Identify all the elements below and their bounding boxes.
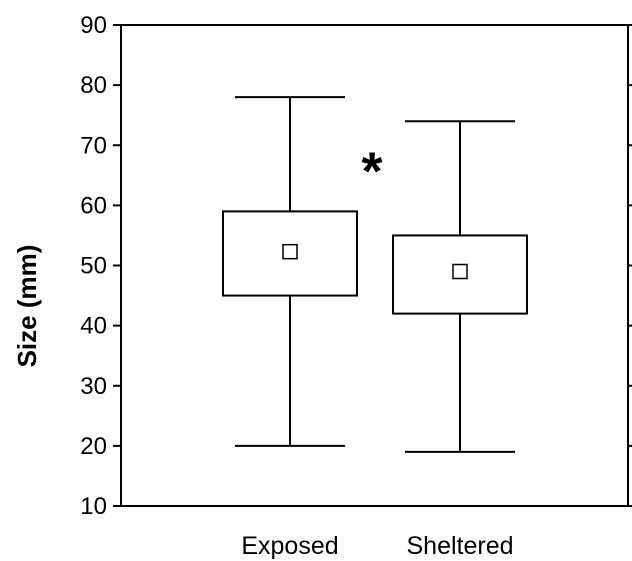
box-series bbox=[222, 96, 528, 453]
mean-marker bbox=[452, 263, 468, 280]
annotations: * bbox=[361, 141, 382, 201]
y-tick-label: 70 bbox=[80, 132, 107, 159]
y-tick-label: 50 bbox=[80, 253, 107, 280]
x-category-label: Exposed bbox=[241, 532, 338, 560]
y-axis-title: Size (mm) bbox=[12, 245, 42, 368]
y-tick-label: 10 bbox=[80, 493, 107, 520]
y-tick-label: 60 bbox=[80, 192, 107, 219]
box-exposed bbox=[222, 96, 358, 447]
box-sheltered bbox=[392, 120, 528, 453]
y-tick-label: 80 bbox=[80, 72, 107, 99]
x-category-label: Sheltered bbox=[406, 532, 513, 560]
y-axis-ticks: 10 20 30 40 50 60 70 80 90 bbox=[80, 12, 632, 520]
significance-asterisk: * bbox=[361, 141, 382, 201]
y-tick-label: 90 bbox=[80, 12, 107, 39]
plot-border bbox=[120, 24, 629, 507]
plot-frame bbox=[120, 24, 629, 507]
y-tick-label: 20 bbox=[80, 433, 107, 460]
y-tick-label: 40 bbox=[80, 313, 107, 340]
mean-marker bbox=[282, 243, 298, 260]
x-axis-category-labels: Exposed Sheltered bbox=[241, 532, 513, 560]
y-tick-label: 30 bbox=[80, 373, 107, 400]
